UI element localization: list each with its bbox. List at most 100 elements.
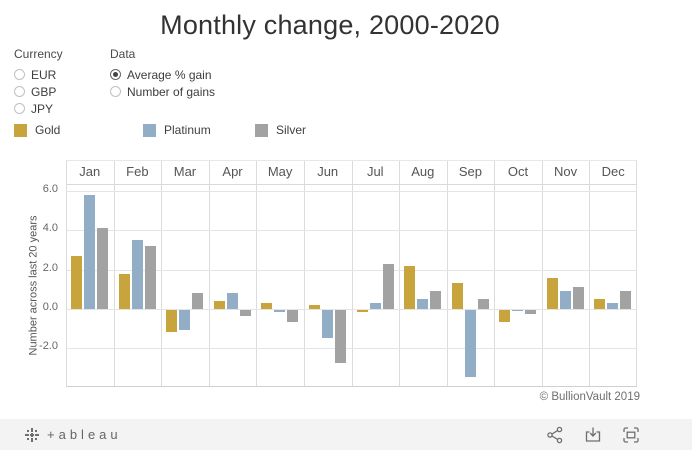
bar-silver-sep[interactable] bbox=[478, 299, 489, 309]
bar-gold-dec[interactable] bbox=[594, 299, 605, 309]
legend-swatch-icon bbox=[255, 123, 268, 137]
currency-option-jpy[interactable]: JPY bbox=[14, 100, 63, 117]
bar-silver-jun[interactable] bbox=[335, 310, 346, 363]
radio-option-label: Number of gains bbox=[127, 84, 216, 99]
bar-platinum-may[interactable] bbox=[274, 310, 285, 312]
bar-platinum-mar[interactable] bbox=[179, 310, 190, 330]
toolbar-icons bbox=[546, 426, 640, 444]
bar-platinum-aug[interactable] bbox=[417, 299, 428, 309]
legend-label: Silver bbox=[276, 123, 307, 137]
bar-platinum-feb[interactable] bbox=[132, 240, 143, 309]
month-label: Sep bbox=[458, 164, 482, 179]
copyright-text: © BullionVault 2019 bbox=[539, 391, 640, 403]
data-filter-group: Data Average % gain Number of gains bbox=[110, 47, 215, 100]
tableau-mark-icon bbox=[24, 427, 40, 443]
radio-icon[interactable] bbox=[14, 103, 25, 114]
currency-option-eur[interactable]: EUR bbox=[14, 66, 63, 83]
y-tick-label: 6.0 bbox=[42, 183, 58, 195]
legend-item-silver[interactable]: Silver bbox=[255, 123, 306, 137]
y-axis: 6.0 4.0 2.0 0.0 -2.0 bbox=[0, 160, 62, 386]
tableau-logo[interactable]: +ableau bbox=[24, 427, 122, 443]
data-option-average-gain[interactable]: Average % gain bbox=[110, 66, 215, 83]
bar-gold-oct[interactable] bbox=[499, 310, 510, 322]
legend-swatch-icon bbox=[14, 123, 27, 137]
column-divider bbox=[114, 161, 115, 387]
bar-silver-oct[interactable] bbox=[525, 310, 536, 314]
legend-item-platinum[interactable]: Platinum bbox=[143, 123, 211, 137]
share-icon[interactable] bbox=[546, 426, 564, 444]
bar-gold-apr[interactable] bbox=[214, 301, 225, 309]
bar-silver-apr[interactable] bbox=[240, 310, 251, 316]
column-divider bbox=[256, 161, 257, 387]
bar-gold-jun[interactable] bbox=[309, 305, 320, 309]
column-divider bbox=[494, 161, 495, 387]
bar-gold-mar[interactable] bbox=[166, 310, 177, 332]
bar-gold-sep[interactable] bbox=[452, 283, 463, 309]
radio-option-label: JPY bbox=[31, 101, 54, 116]
y-tick-label: 0.0 bbox=[42, 301, 58, 313]
bar-gold-may[interactable] bbox=[261, 303, 272, 309]
month-label: Mar bbox=[173, 164, 197, 179]
column-divider bbox=[636, 161, 637, 387]
page-title: Monthly change, 2000-2020 bbox=[160, 10, 500, 40]
y-tick-label: 4.0 bbox=[42, 222, 58, 234]
bar-platinum-dec[interactable] bbox=[607, 303, 618, 309]
currency-filter-label: Currency bbox=[14, 47, 63, 61]
bar-gold-aug[interactable] bbox=[404, 266, 415, 309]
month-label: Jan bbox=[79, 164, 101, 179]
gridline bbox=[66, 191, 637, 192]
bar-platinum-jan[interactable] bbox=[84, 195, 95, 309]
data-option-number-of-gains[interactable]: Number of gains bbox=[110, 83, 215, 100]
column-divider bbox=[304, 161, 305, 387]
bar-platinum-nov[interactable] bbox=[560, 291, 571, 309]
currency-options: EUR GBP JPY bbox=[14, 66, 63, 117]
gridline bbox=[66, 230, 637, 231]
month-label: Aug bbox=[411, 164, 435, 179]
download-icon[interactable] bbox=[584, 426, 602, 444]
gridline bbox=[66, 270, 637, 271]
bar-silver-nov[interactable] bbox=[573, 287, 584, 309]
month-label: Oct bbox=[507, 164, 529, 179]
legend-item-gold[interactable]: Gold bbox=[14, 123, 60, 137]
bar-silver-dec[interactable] bbox=[620, 291, 631, 309]
tableau-toolbar: +ableau bbox=[0, 419, 692, 450]
bar-gold-jul[interactable] bbox=[357, 310, 368, 312]
header-line bbox=[66, 184, 637, 185]
bar-silver-may[interactable] bbox=[287, 310, 298, 322]
legend-label: Gold bbox=[35, 123, 61, 137]
bar-platinum-oct[interactable] bbox=[512, 310, 523, 311]
bar-gold-jan[interactable] bbox=[71, 256, 82, 309]
radio-option-label: GBP bbox=[31, 84, 57, 99]
bar-platinum-jun[interactable] bbox=[322, 310, 333, 338]
bar-platinum-sep[interactable] bbox=[465, 310, 476, 377]
radio-selected-icon[interactable] bbox=[110, 69, 121, 80]
bar-silver-feb[interactable] bbox=[145, 246, 156, 309]
month-label: Nov bbox=[554, 164, 578, 179]
gridline bbox=[66, 309, 637, 310]
column-divider bbox=[352, 161, 353, 387]
radio-icon[interactable] bbox=[14, 69, 25, 80]
data-options: Average % gain Number of gains bbox=[110, 66, 215, 100]
gridline bbox=[66, 348, 637, 349]
month-label: Dec bbox=[601, 164, 625, 179]
column-divider bbox=[209, 161, 210, 387]
month-header-row: Jan Feb Mar Apr May Jun Jul Aug Sep Oct Nov Dec bbox=[66, 161, 637, 184]
bar-platinum-apr[interactable] bbox=[227, 293, 238, 309]
column-divider bbox=[542, 161, 543, 387]
bar-platinum-jul[interactable] bbox=[370, 303, 381, 309]
tableau-logo-text: +ableau bbox=[47, 427, 122, 442]
bar-silver-jan[interactable] bbox=[97, 228, 108, 309]
bar-silver-aug[interactable] bbox=[430, 291, 441, 309]
month-label: Apr bbox=[222, 164, 243, 179]
bar-silver-jul[interactable] bbox=[383, 264, 394, 309]
y-tick-label: -2.0 bbox=[39, 340, 58, 352]
bar-chart: Jan Feb Mar Apr May Jun Jul Aug Sep Oct Nov Dec bbox=[66, 160, 637, 387]
currency-option-gbp[interactable]: GBP bbox=[14, 83, 63, 100]
bar-silver-mar[interactable] bbox=[192, 293, 203, 309]
fullscreen-icon[interactable] bbox=[622, 426, 640, 444]
bar-gold-nov[interactable] bbox=[547, 278, 558, 309]
bar-gold-feb[interactable] bbox=[119, 274, 130, 309]
radio-icon[interactable] bbox=[14, 86, 25, 97]
radio-icon[interactable] bbox=[110, 86, 121, 97]
